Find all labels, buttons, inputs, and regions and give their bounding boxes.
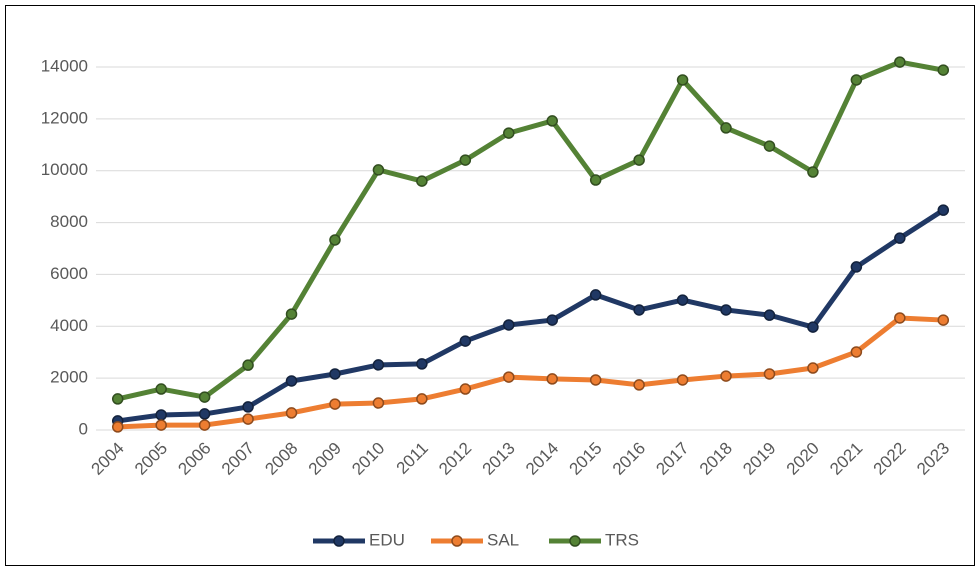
point-marker — [459, 383, 472, 395]
point-marker — [242, 413, 254, 425]
point-marker — [198, 391, 211, 403]
point-marker — [503, 127, 515, 139]
y-tick-label: 2000 — [50, 368, 88, 387]
legend-label: SAL — [487, 530, 519, 549]
point-marker — [329, 234, 341, 246]
point-marker — [676, 374, 689, 386]
point-marker — [850, 346, 863, 358]
point-marker — [155, 409, 167, 421]
y-tick-label: 4000 — [50, 316, 88, 335]
point-marker — [242, 401, 254, 413]
point-marker — [633, 304, 645, 316]
point-marker — [372, 164, 385, 176]
point-marker — [285, 308, 298, 320]
point-marker — [111, 421, 124, 433]
point-marker — [720, 370, 732, 382]
point-marker — [633, 154, 645, 166]
point-marker — [807, 166, 819, 178]
point-marker — [894, 232, 906, 244]
point-marker — [589, 289, 602, 301]
point-marker — [633, 379, 645, 391]
point-marker — [285, 375, 298, 387]
point-marker — [937, 64, 950, 76]
point-marker — [589, 374, 602, 386]
series-line — [117, 208, 945, 424]
legend-label: TRS — [605, 530, 639, 549]
point-marker — [676, 294, 689, 306]
point-marker — [329, 368, 341, 380]
point-marker — [503, 319, 515, 331]
y-tick-label: 6000 — [50, 264, 88, 283]
legend-marker — [451, 535, 463, 547]
y-tick-label: 14000 — [41, 56, 88, 75]
point-marker — [894, 312, 906, 324]
point-marker — [155, 419, 167, 431]
point-marker — [894, 56, 906, 68]
point-marker — [763, 309, 776, 321]
point-marker — [763, 140, 776, 152]
point-marker — [546, 373, 558, 385]
point-marker — [937, 314, 950, 326]
chart-border — [5, 5, 975, 566]
legend-label: EDU — [369, 530, 405, 549]
point-marker — [589, 174, 602, 186]
y-tick-label: 8000 — [50, 212, 88, 231]
point-marker — [285, 407, 298, 419]
point-marker — [720, 122, 732, 134]
series-line — [117, 59, 944, 402]
point-marker — [416, 393, 428, 405]
point-marker — [763, 368, 776, 380]
point-marker — [459, 335, 472, 347]
point-marker — [720, 304, 732, 316]
y-tick-label: 0 — [79, 419, 88, 438]
point-marker — [807, 362, 819, 374]
legend-marker — [333, 535, 345, 547]
point-marker — [242, 359, 254, 371]
y-tick-label: 12000 — [41, 108, 88, 127]
point-marker — [416, 175, 428, 187]
point-marker — [503, 371, 515, 383]
point-marker — [372, 359, 385, 371]
point-marker — [111, 393, 124, 405]
point-marker — [807, 321, 819, 333]
point-marker — [546, 115, 558, 127]
point-marker — [416, 358, 428, 370]
point-marker — [546, 314, 558, 326]
point-marker — [329, 398, 341, 410]
point-marker — [198, 408, 211, 420]
y-tick-label: 10000 — [41, 160, 88, 179]
point-marker — [372, 397, 385, 409]
point-marker — [198, 419, 211, 431]
point-marker — [850, 261, 863, 273]
point-marker — [850, 74, 863, 86]
point-marker — [937, 204, 950, 216]
point-marker — [676, 74, 689, 86]
legend-marker — [569, 535, 581, 547]
series-line — [117, 315, 944, 430]
point-marker — [155, 383, 167, 395]
point-marker — [459, 154, 472, 166]
